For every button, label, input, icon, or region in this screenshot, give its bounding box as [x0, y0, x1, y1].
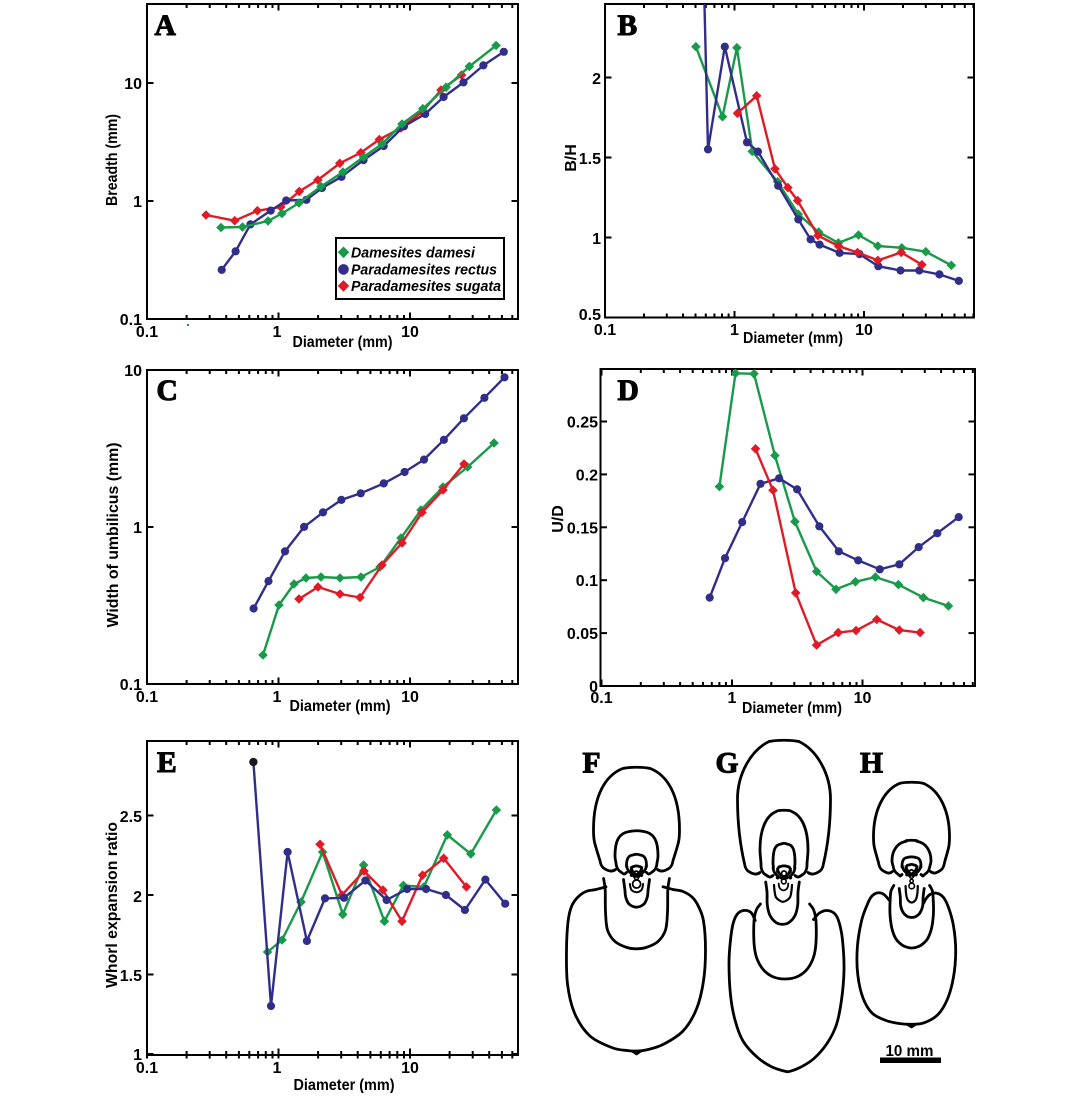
svg-text:G: G: [716, 748, 739, 780]
svg-text:Breadth (mm): Breadth (mm): [104, 114, 121, 206]
svg-text:1.5: 1.5: [579, 151, 601, 168]
svg-text:1: 1: [273, 1060, 282, 1077]
svg-text:10: 10: [401, 1060, 419, 1077]
svg-text:Diameter (mm): Diameter (mm): [742, 700, 842, 717]
svg-text:2.5: 2.5: [120, 809, 142, 826]
svg-text:Diameter (mm): Diameter (mm): [294, 1077, 395, 1093]
svg-text:Damesites damesi: Damesites damesi: [351, 245, 476, 262]
svg-text:10: 10: [124, 363, 142, 380]
svg-text:H: H: [860, 748, 883, 780]
svg-text:0.1: 0.1: [590, 690, 612, 707]
svg-text:0.2: 0.2: [576, 467, 598, 484]
svg-text:0.15: 0.15: [567, 520, 598, 537]
svg-text:Diameter (mm): Diameter (mm): [743, 330, 843, 347]
svg-text:0.25: 0.25: [567, 415, 598, 432]
svg-text:10: 10: [854, 690, 872, 707]
svg-text:1: 1: [730, 322, 739, 339]
svg-text:Diameter (mm): Diameter (mm): [293, 334, 393, 351]
svg-text:1: 1: [133, 194, 142, 211]
svg-text:F: F: [583, 748, 601, 780]
svg-text:A: A: [155, 10, 177, 42]
svg-text:Width of umbilicus (mm): Width of umbilicus (mm): [105, 443, 122, 628]
svg-text:1.5: 1.5: [120, 968, 142, 985]
svg-text:Diameter (mm): Diameter (mm): [290, 698, 391, 715]
svg-text:0: 0: [589, 679, 598, 696]
svg-text:D: D: [618, 375, 639, 407]
svg-text:10 mm: 10 mm: [886, 1043, 934, 1060]
svg-text:0.1: 0.1: [594, 322, 616, 339]
svg-text:C: C: [157, 375, 178, 407]
svg-text:10: 10: [855, 322, 873, 339]
svg-text:0.1: 0.1: [136, 689, 158, 706]
svg-text:1: 1: [133, 520, 142, 537]
svg-text:1: 1: [728, 690, 737, 707]
svg-text:B/H: B/H: [563, 144, 580, 172]
svg-text:Whorl expansion ratio: Whorl expansion ratio: [104, 822, 121, 988]
svg-text:Paradamesites rectus: Paradamesites rectus: [351, 262, 497, 279]
svg-text:10: 10: [124, 76, 142, 93]
svg-text:0.05: 0.05: [567, 626, 598, 643]
svg-text:0.5: 0.5: [579, 307, 601, 324]
svg-text:2: 2: [133, 889, 142, 906]
svg-text:2: 2: [592, 71, 601, 88]
svg-text:1: 1: [273, 324, 282, 341]
svg-text:Paradamesites sugata: Paradamesites sugata: [351, 278, 501, 295]
svg-text:U/D: U/D: [550, 505, 567, 533]
svg-text:E: E: [157, 747, 177, 779]
svg-text:0.1: 0.1: [136, 324, 158, 341]
svg-text:0.1: 0.1: [136, 1060, 158, 1077]
svg-text:1: 1: [133, 1047, 142, 1064]
svg-text:10: 10: [401, 324, 419, 341]
svg-text:0.1: 0.1: [576, 573, 598, 590]
svg-text:0.1: 0.1: [120, 312, 142, 329]
svg-text:0.1: 0.1: [120, 677, 142, 694]
svg-text:B: B: [618, 10, 638, 42]
svg-text:1: 1: [592, 231, 601, 248]
svg-text:10: 10: [401, 689, 419, 706]
svg-text:1: 1: [273, 689, 282, 706]
